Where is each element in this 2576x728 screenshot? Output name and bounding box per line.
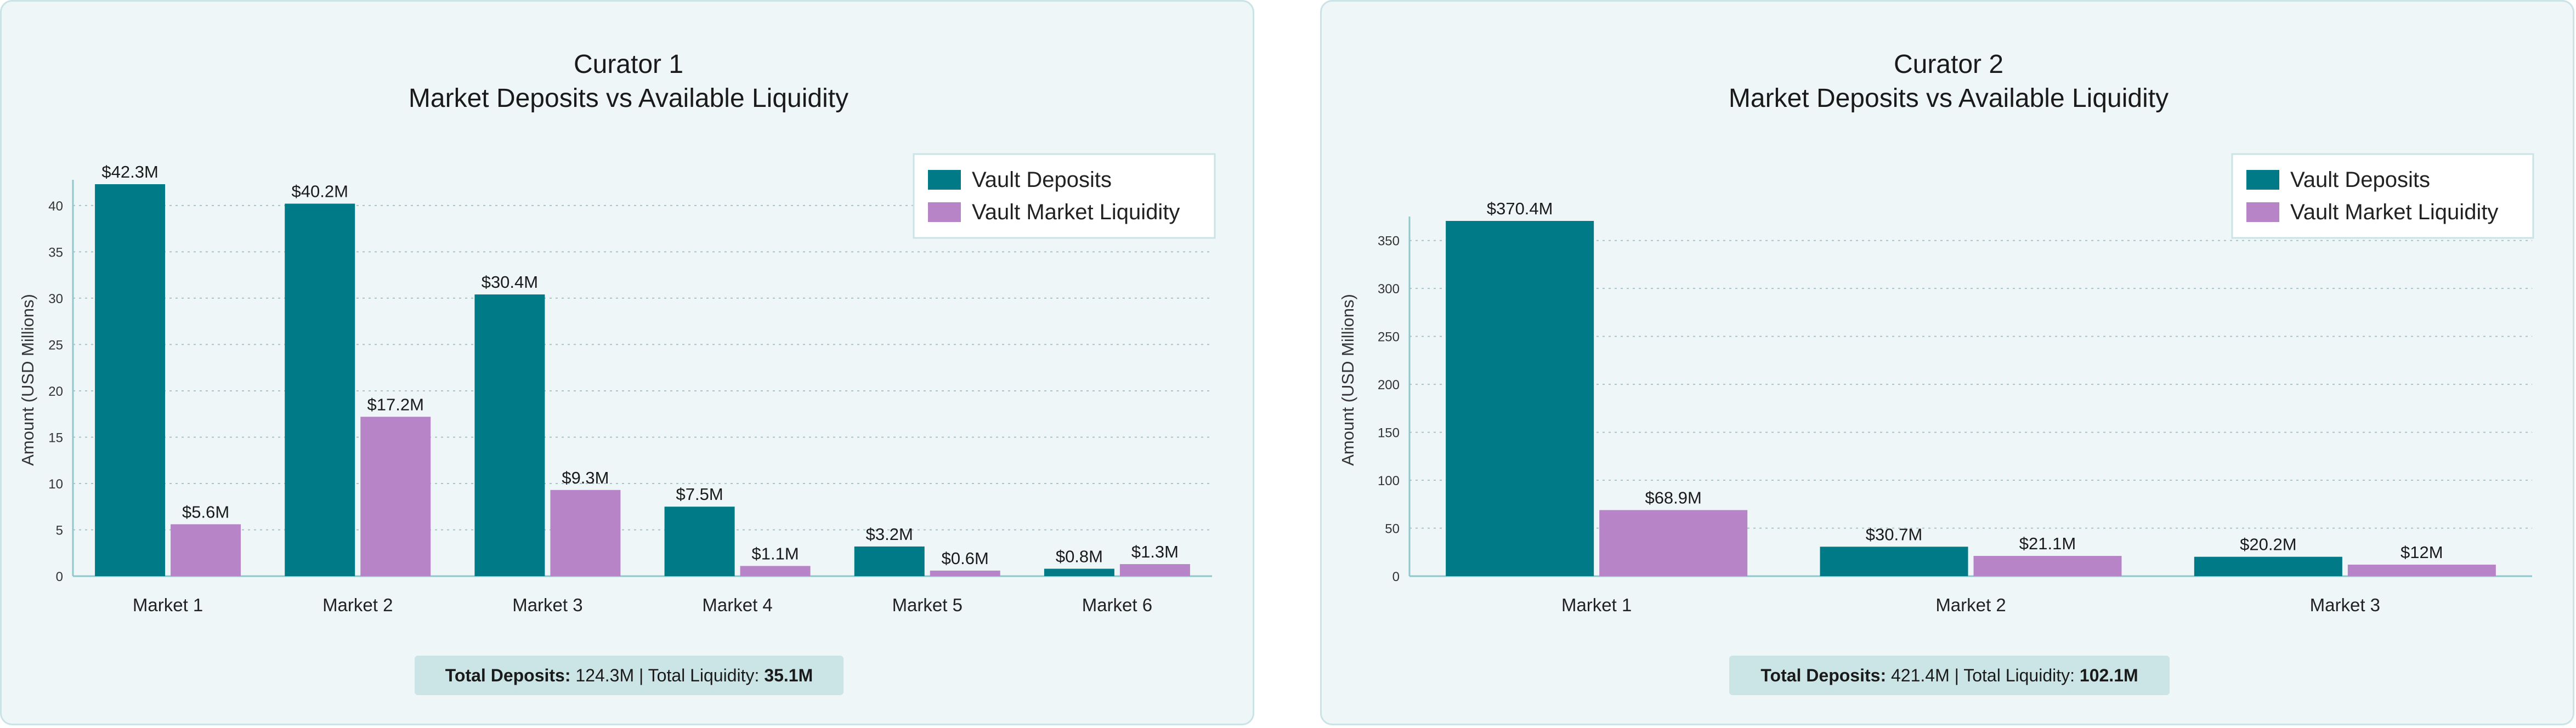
data-label-deposits-market-3: $20.2M <box>2240 535 2296 554</box>
bar-liquidity-market-5 <box>930 570 1000 576</box>
data-label-liquidity-market-5: $0.6M <box>942 549 989 568</box>
x-tick-label: Market 3 <box>2310 595 2380 615</box>
bar-deposits-market-5 <box>854 546 925 576</box>
bar-deposits-market-2 <box>285 203 355 576</box>
bar-deposits-market-3 <box>2194 556 2342 576</box>
data-label-deposits-market-6: $0.8M <box>1056 547 1103 566</box>
legend-label-liquidity: Vault Market Liquidity <box>972 200 1180 224</box>
bar-liquidity-market-2 <box>360 417 431 576</box>
x-tick-label: Market 2 <box>322 595 393 615</box>
bar-deposits-market-2 <box>1820 547 1968 576</box>
legend-swatch-deposits <box>928 170 961 190</box>
y-tick-label: 25 <box>48 338 63 352</box>
y-axis-label: Amount (USD Millions) <box>18 294 37 466</box>
y-tick-label: 250 <box>1378 330 1400 345</box>
legend-label-deposits: Vault Deposits <box>2290 168 2430 192</box>
totals-summary: Total Deposits: 421.4M | Total Liquidity… <box>1729 656 2170 695</box>
data-label-liquidity-market-2: $17.2M <box>367 395 424 414</box>
total-deposits-label: Total Deposits: <box>1760 666 1887 685</box>
y-tick-label: 15 <box>48 430 63 445</box>
data-label-liquidity-market-1: $5.6M <box>182 502 229 521</box>
y-tick-label: 30 <box>48 292 63 306</box>
chart-panel-curator-2: Curator 2 Market Deposits vs Available L… <box>1320 0 2574 725</box>
x-tick-label: Market 1 <box>133 595 203 615</box>
bar-deposits-market-4 <box>664 507 735 576</box>
y-tick-label: 50 <box>1385 522 1400 537</box>
y-tick-label: 350 <box>1378 234 1400 249</box>
x-tick-label: Market 4 <box>702 595 772 615</box>
total-liquidity-value: 102.1M <box>2079 666 2138 685</box>
x-tick-label: Market 5 <box>892 595 963 615</box>
data-label-deposits-market-1: $370.4M <box>1487 199 1553 218</box>
chart-panel-curator-1: Curator 1 Market Deposits vs Available L… <box>0 0 1254 725</box>
bar-liquidity-market-4 <box>740 566 811 576</box>
total-deposits-value: 124.3M | Total Liquidity: <box>570 666 765 685</box>
bar-deposits-market-1 <box>95 184 166 576</box>
data-label-liquidity-market-6: $1.3M <box>1131 542 1179 561</box>
y-tick-label: 100 <box>1378 474 1400 488</box>
y-tick-label: 20 <box>48 384 63 399</box>
bar-liquidity-market-1 <box>1599 510 1748 576</box>
plot-area: 0 50 100 150 200 250 300 350 $370.4M $68.9M Market… <box>1378 199 2532 615</box>
bar-deposits-market-3 <box>474 294 545 576</box>
data-label-liquidity-market-1: $68.9M <box>1645 488 1701 507</box>
y-tick-label: 0 <box>56 570 63 584</box>
bar-liquidity-market-2 <box>1973 556 2122 576</box>
bar-liquidity-market-1 <box>171 524 241 576</box>
total-deposits-label: Total Deposits: <box>445 666 571 685</box>
y-tick-label: 5 <box>56 523 63 538</box>
legend-swatch-liquidity <box>2246 202 2279 222</box>
legend-swatch-deposits <box>2246 170 2279 190</box>
total-deposits-value: 421.4M | Total Liquidity: <box>1886 666 2080 685</box>
y-tick-label: 35 <box>48 245 63 260</box>
legend-box <box>913 153 1216 239</box>
y-tick-label: 300 <box>1378 282 1400 297</box>
data-label-deposits-market-1: $42.3M <box>101 162 158 181</box>
data-label-deposits-market-2: $30.7M <box>1866 525 1922 544</box>
legend-swatch-liquidity <box>928 202 961 222</box>
legend-box <box>2231 153 2534 239</box>
legend-label-deposits: Vault Deposits <box>972 168 1112 192</box>
data-label-deposits-market-2: $40.2M <box>292 181 348 201</box>
y-tick-label: 150 <box>1378 426 1400 441</box>
y-axis-label: Amount (USD Millions) <box>1338 294 1357 466</box>
legend: Vault Deposits Vault Market Liquidity <box>2231 153 2534 239</box>
chart-curator-2: Curator 2 Market Deposits vs Available L… <box>1338 50 2534 615</box>
y-tick-label: 0 <box>1392 570 1400 584</box>
data-label-liquidity-market-2: $21.1M <box>2019 534 2076 553</box>
chart-title: Curator 2 <box>1894 50 2003 79</box>
bar-deposits-market-1 <box>1446 221 1594 576</box>
total-liquidity-value: 35.1M <box>764 666 813 685</box>
x-tick-label: Market 1 <box>1561 595 1632 615</box>
y-tick-label: 40 <box>48 199 63 214</box>
chart-subtitle: Market Deposits vs Available Liquidity <box>1729 84 2169 113</box>
plot-area: 0 5 10 15 20 25 30 35 40 $42.3M $5.6M Market 1 $40.2… <box>48 162 1212 615</box>
y-tick-label: 200 <box>1378 378 1400 393</box>
x-tick-label: Market 3 <box>512 595 582 615</box>
data-label-deposits-market-3: $30.4M <box>482 272 538 292</box>
data-label-deposits-market-4: $7.5M <box>676 485 723 504</box>
x-tick-label: Market 2 <box>1935 595 2006 615</box>
legend: Vault Deposits Vault Market Liquidity <box>913 153 1216 239</box>
bar-deposits-market-6 <box>1044 568 1114 576</box>
bar-liquidity-market-6 <box>1119 564 1190 576</box>
bar-liquidity-market-3 <box>550 490 621 576</box>
x-tick-label: Market 6 <box>1082 595 1152 615</box>
totals-summary: Total Deposits: 124.3M | Total Liquidity… <box>415 656 843 695</box>
data-label-liquidity-market-3: $9.3M <box>562 468 609 487</box>
y-tick-label: 10 <box>48 477 63 492</box>
bar-liquidity-market-3 <box>2347 565 2496 576</box>
data-label-liquidity-market-3: $12M <box>2401 543 2443 562</box>
chart-title: Curator 1 <box>574 50 683 79</box>
data-label-deposits-market-5: $3.2M <box>866 525 913 544</box>
data-label-liquidity-market-4: $1.1M <box>751 544 799 563</box>
chart-subtitle: Market Deposits vs Available Liquidity <box>409 84 848 113</box>
chart-curator-1: Curator 1 Market Deposits vs Available L… <box>18 50 1216 615</box>
legend-label-liquidity: Vault Market Liquidity <box>2290 200 2498 224</box>
